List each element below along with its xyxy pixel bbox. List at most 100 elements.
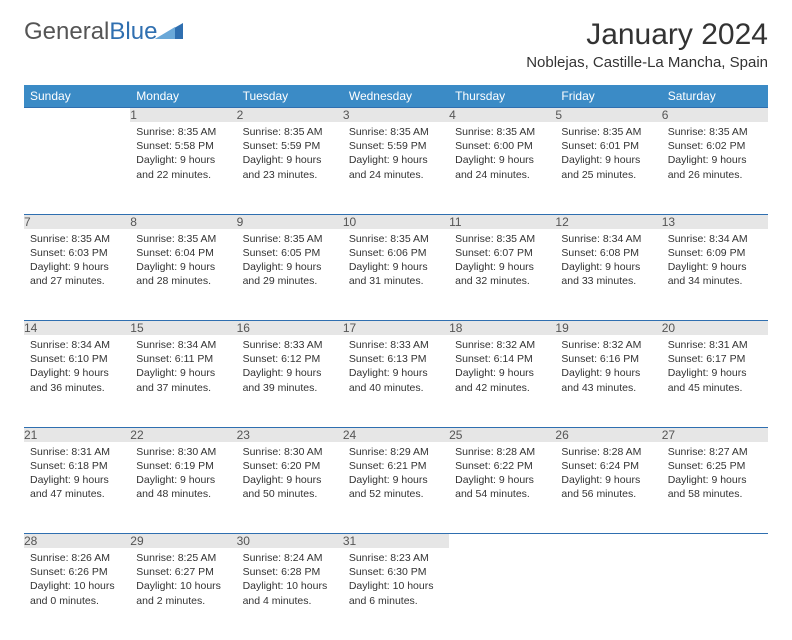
day-cell: Sunrise: 8:26 AMSunset: 6:26 PMDaylight:… [24, 548, 130, 640]
day-number: 13 [662, 214, 768, 229]
day-content: Sunrise: 8:35 AMSunset: 6:05 PMDaylight:… [237, 229, 343, 295]
day-cell: Sunrise: 8:33 AMSunset: 6:12 PMDaylight:… [237, 335, 343, 427]
empty-cell [555, 534, 661, 549]
daynum-row: 28293031 [24, 534, 768, 549]
day-number: 19 [555, 321, 661, 336]
day-number: 3 [343, 108, 449, 123]
day-content: Sunrise: 8:34 AMSunset: 6:10 PMDaylight:… [24, 335, 130, 401]
day-cell: Sunrise: 8:35 AMSunset: 6:02 PMDaylight:… [662, 122, 768, 214]
day-cell: Sunrise: 8:30 AMSunset: 6:19 PMDaylight:… [130, 442, 236, 534]
daynum-row: 14151617181920 [24, 321, 768, 336]
daynum-row: 123456 [24, 108, 768, 123]
logo-text: GeneralBlue [24, 18, 157, 46]
day-cell: Sunrise: 8:34 AMSunset: 6:11 PMDaylight:… [130, 335, 236, 427]
empty-cell [449, 534, 555, 549]
day-content: Sunrise: 8:29 AMSunset: 6:21 PMDaylight:… [343, 442, 449, 508]
week-row: Sunrise: 8:34 AMSunset: 6:10 PMDaylight:… [24, 335, 768, 427]
day-number: 15 [130, 321, 236, 336]
day-cell: Sunrise: 8:35 AMSunset: 6:05 PMDaylight:… [237, 229, 343, 321]
day-cell: Sunrise: 8:33 AMSunset: 6:13 PMDaylight:… [343, 335, 449, 427]
day-content: Sunrise: 8:35 AMSunset: 5:59 PMDaylight:… [343, 122, 449, 188]
day-content: Sunrise: 8:35 AMSunset: 5:59 PMDaylight:… [237, 122, 343, 188]
day-content: Sunrise: 8:35 AMSunset: 6:01 PMDaylight:… [555, 122, 661, 188]
location: Noblejas, Castille-La Mancha, Spain [526, 54, 768, 71]
day-cell: Sunrise: 8:32 AMSunset: 6:16 PMDaylight:… [555, 335, 661, 427]
day-cell: Sunrise: 8:24 AMSunset: 6:28 PMDaylight:… [237, 548, 343, 640]
day-cell: Sunrise: 8:27 AMSunset: 6:25 PMDaylight:… [662, 442, 768, 534]
day-number: 16 [237, 321, 343, 336]
day-cell: Sunrise: 8:35 AMSunset: 5:58 PMDaylight:… [130, 122, 236, 214]
day-cell: Sunrise: 8:35 AMSunset: 6:04 PMDaylight:… [130, 229, 236, 321]
day-number: 21 [24, 427, 130, 442]
day-number: 20 [662, 321, 768, 336]
empty-cell [555, 548, 661, 640]
day-number: 26 [555, 427, 661, 442]
logo: GeneralBlue [24, 18, 183, 46]
day-cell: Sunrise: 8:29 AMSunset: 6:21 PMDaylight:… [343, 442, 449, 534]
day-number: 1 [130, 108, 236, 123]
day-number: 12 [555, 214, 661, 229]
day-content: Sunrise: 8:35 AMSunset: 6:03 PMDaylight:… [24, 229, 130, 295]
day-content: Sunrise: 8:32 AMSunset: 6:16 PMDaylight:… [555, 335, 661, 401]
weekday-header: Tuesday [237, 85, 343, 108]
title-block: January 2024 Noblejas, Castille-La Manch… [526, 18, 768, 71]
day-number: 2 [237, 108, 343, 123]
day-number: 31 [343, 534, 449, 549]
weekday-header: Friday [555, 85, 661, 108]
day-number: 9 [237, 214, 343, 229]
day-content: Sunrise: 8:35 AMSunset: 6:04 PMDaylight:… [130, 229, 236, 295]
day-number: 24 [343, 427, 449, 442]
day-cell: Sunrise: 8:35 AMSunset: 6:06 PMDaylight:… [343, 229, 449, 321]
day-content: Sunrise: 8:35 AMSunset: 6:02 PMDaylight:… [662, 122, 768, 188]
day-content: Sunrise: 8:24 AMSunset: 6:28 PMDaylight:… [237, 548, 343, 614]
day-number: 11 [449, 214, 555, 229]
day-content: Sunrise: 8:23 AMSunset: 6:30 PMDaylight:… [343, 548, 449, 614]
day-cell: Sunrise: 8:35 AMSunset: 6:03 PMDaylight:… [24, 229, 130, 321]
logo-word2: Blue [109, 18, 157, 45]
calendar-body: 123456Sunrise: 8:35 AMSunset: 5:58 PMDay… [24, 108, 768, 640]
logo-triangle-icon [155, 21, 183, 41]
week-row: Sunrise: 8:35 AMSunset: 5:58 PMDaylight:… [24, 122, 768, 214]
daynum-row: 78910111213 [24, 214, 768, 229]
weekday-header: Sunday [24, 85, 130, 108]
weekday-header: Saturday [662, 85, 768, 108]
day-number: 22 [130, 427, 236, 442]
day-content: Sunrise: 8:33 AMSunset: 6:13 PMDaylight:… [343, 335, 449, 401]
weekday-header-row: SundayMondayTuesdayWednesdayThursdayFrid… [24, 85, 768, 108]
day-number: 23 [237, 427, 343, 442]
weekday-header: Thursday [449, 85, 555, 108]
day-content: Sunrise: 8:34 AMSunset: 6:09 PMDaylight:… [662, 229, 768, 295]
day-content: Sunrise: 8:33 AMSunset: 6:12 PMDaylight:… [237, 335, 343, 401]
empty-cell [449, 548, 555, 640]
day-cell: Sunrise: 8:25 AMSunset: 6:27 PMDaylight:… [130, 548, 236, 640]
day-number: 17 [343, 321, 449, 336]
day-cell: Sunrise: 8:28 AMSunset: 6:22 PMDaylight:… [449, 442, 555, 534]
empty-cell [662, 534, 768, 549]
day-number: 8 [130, 214, 236, 229]
day-cell: Sunrise: 8:23 AMSunset: 6:30 PMDaylight:… [343, 548, 449, 640]
weekday-header: Monday [130, 85, 236, 108]
month-title: January 2024 [526, 18, 768, 52]
day-number: 28 [24, 534, 130, 549]
day-content: Sunrise: 8:35 AMSunset: 6:07 PMDaylight:… [449, 229, 555, 295]
day-cell: Sunrise: 8:32 AMSunset: 6:14 PMDaylight:… [449, 335, 555, 427]
day-content: Sunrise: 8:32 AMSunset: 6:14 PMDaylight:… [449, 335, 555, 401]
day-content: Sunrise: 8:26 AMSunset: 6:26 PMDaylight:… [24, 548, 130, 614]
day-content: Sunrise: 8:30 AMSunset: 6:20 PMDaylight:… [237, 442, 343, 508]
day-content: Sunrise: 8:28 AMSunset: 6:24 PMDaylight:… [555, 442, 661, 508]
day-number: 18 [449, 321, 555, 336]
week-row: Sunrise: 8:35 AMSunset: 6:03 PMDaylight:… [24, 229, 768, 321]
day-number: 14 [24, 321, 130, 336]
day-content: Sunrise: 8:35 AMSunset: 5:58 PMDaylight:… [130, 122, 236, 188]
day-cell: Sunrise: 8:31 AMSunset: 6:17 PMDaylight:… [662, 335, 768, 427]
day-content: Sunrise: 8:34 AMSunset: 6:08 PMDaylight:… [555, 229, 661, 295]
week-row: Sunrise: 8:26 AMSunset: 6:26 PMDaylight:… [24, 548, 768, 640]
header: GeneralBlue January 2024 Noblejas, Casti… [24, 18, 768, 71]
day-content: Sunrise: 8:35 AMSunset: 6:06 PMDaylight:… [343, 229, 449, 295]
day-cell: Sunrise: 8:35 AMSunset: 6:00 PMDaylight:… [449, 122, 555, 214]
day-content: Sunrise: 8:28 AMSunset: 6:22 PMDaylight:… [449, 442, 555, 508]
empty-cell [24, 122, 130, 214]
day-cell: Sunrise: 8:35 AMSunset: 5:59 PMDaylight:… [237, 122, 343, 214]
empty-cell [24, 108, 130, 123]
week-row: Sunrise: 8:31 AMSunset: 6:18 PMDaylight:… [24, 442, 768, 534]
